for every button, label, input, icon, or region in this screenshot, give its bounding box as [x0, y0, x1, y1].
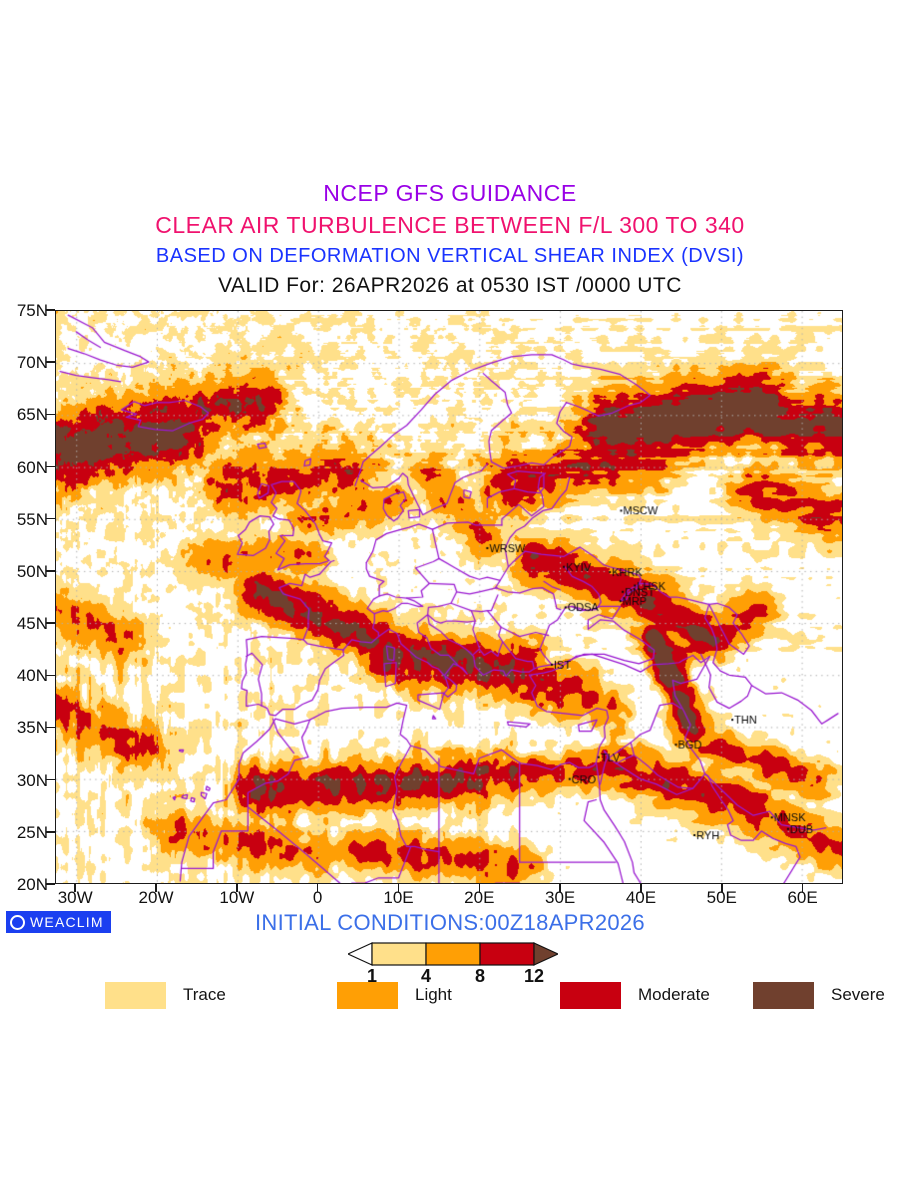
weaclim-ring-icon [10, 914, 25, 930]
lat-tick [46, 465, 55, 468]
lon-label-10E: 10E [383, 888, 414, 907]
colorbar-tick-labels: 1 4 8 12 [348, 966, 558, 986]
lat-tick [46, 726, 55, 729]
legend-swatch-light [337, 981, 398, 1009]
colorbar-tick-4: 4 [420, 966, 432, 986]
lat-label-50N: 50N [16, 561, 48, 581]
legend-swatch-moderate [560, 981, 621, 1009]
lat-tick [46, 831, 55, 833]
colorbar-tick-8: 8 [474, 966, 486, 986]
lat-label-35N: 35N [16, 718, 48, 738]
lat-label-40N: 40N [16, 666, 48, 686]
colorbar-tick-1: 1 [366, 966, 378, 986]
weaclim-watermark: WEACLIM [6, 911, 111, 933]
map-plot-area[interactable] [55, 310, 843, 884]
lat-label-25N: 25N [16, 822, 48, 842]
lat-label-20N: 20N [16, 875, 48, 894]
lon-label-0: 0 [312, 888, 323, 907]
colorbar-over-arrow [533, 942, 558, 966]
colorbar-under-arrow [348, 942, 373, 966]
colorbar-tick-12: 12 [523, 966, 545, 986]
lat-label-45N: 45N [16, 614, 48, 634]
legend-item-severe: Severe [753, 981, 885, 1009]
lat-tick [46, 778, 55, 781]
legend-swatch-severe [753, 981, 814, 1009]
legend-label-moderate: Moderate [638, 985, 710, 1004]
lat-label-65N: 65N [16, 405, 48, 425]
colorbar-band-0 [371, 942, 427, 966]
legend-item-trace: Trace [105, 981, 226, 1009]
turbulence-field-canvas [56, 311, 842, 883]
lat-tick [46, 309, 55, 311]
lat-tick [46, 570, 55, 572]
colorbar-band-2 [479, 942, 535, 966]
legend-label-severe: Severe [831, 985, 885, 1004]
lat-tick [46, 413, 55, 416]
lat-label-30N: 30N [16, 770, 48, 790]
colorbar [348, 940, 558, 968]
lon-label-30W: 30W [57, 888, 93, 907]
lat-tick [46, 622, 55, 624]
lon-tick [801, 884, 804, 892]
lon-label-20W: 20W [138, 888, 174, 907]
category-legend: Trace Light Moderate Severe [0, 981, 900, 1011]
title-block: NCEP GFS GUIDANCE CLEAR AIR TURBULENCE B… [0, 180, 900, 297]
lat-label-60N: 60N [16, 457, 48, 477]
lon-tick [721, 884, 723, 892]
lon-tick [640, 884, 642, 892]
lon-label-60E: 60E [787, 888, 818, 907]
weaclim-label: WEACLIM [30, 914, 104, 930]
title-product: CLEAR AIR TURBULENCE BETWEEN F/L 300 TO … [155, 212, 745, 238]
lat-label-55N: 55N [16, 509, 48, 529]
colorbar-band-1 [425, 942, 481, 966]
lat-label-75N: 75N [16, 301, 48, 320]
lat-tick [46, 883, 55, 885]
lon-tick [397, 884, 400, 892]
lat-tick [46, 674, 55, 677]
lon-tick [236, 884, 238, 892]
lon-label-20E: 20E [464, 888, 495, 907]
legend-item-moderate: Moderate [560, 981, 710, 1009]
lon-tick [74, 884, 76, 892]
lat-label-70N: 70N [16, 353, 48, 373]
legend-item-light: Light [337, 981, 452, 1009]
initial-conditions-text: INITIAL CONDITIONS:00Z18APR2026 [255, 910, 645, 935]
lon-label-30E: 30E [545, 888, 576, 907]
lon-tick [478, 884, 481, 892]
lon-label-50E: 50E [706, 888, 737, 907]
legend-label-light: Light [415, 985, 452, 1004]
title-agency: NCEP GFS GUIDANCE [323, 180, 577, 206]
title-method: BASED ON DEFORMATION VERTICAL SHEAR INDE… [155, 245, 745, 267]
title-valid-time: VALID For: 26APR2026 at 0530 IST /0000 U… [218, 274, 682, 297]
lat-tick [46, 517, 55, 520]
legend-label-trace: Trace [183, 985, 226, 1004]
lat-tick [46, 361, 55, 363]
lon-label-40E: 40E [625, 888, 657, 907]
colorbar-svg [348, 942, 558, 966]
lon-label-10W: 10W [219, 888, 255, 907]
lon-tick [155, 884, 157, 892]
legend-swatch-trace [105, 981, 166, 1009]
lon-tick [559, 884, 561, 892]
lon-tick [316, 884, 319, 892]
